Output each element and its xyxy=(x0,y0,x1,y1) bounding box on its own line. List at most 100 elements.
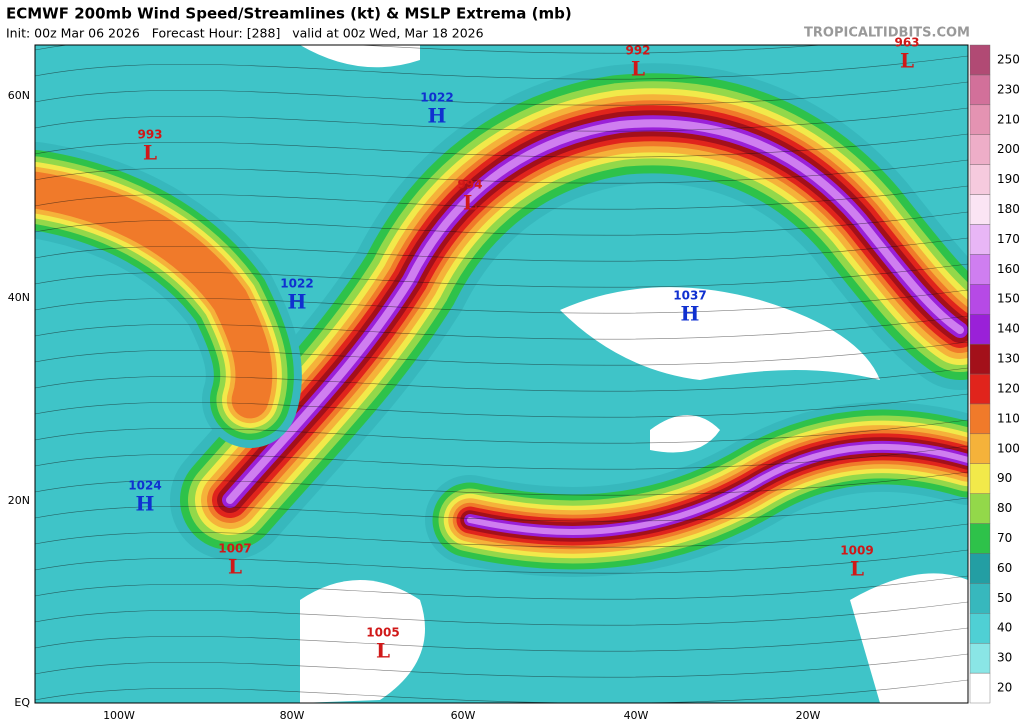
colorbar-label: 180 xyxy=(997,202,1020,216)
colorbar-swatch xyxy=(969,672,991,704)
colorbar-swatch xyxy=(969,523,991,554)
streamline xyxy=(35,45,826,54)
colorbar-label: 200 xyxy=(997,142,1020,156)
colorbar-label: 20 xyxy=(997,681,1012,695)
colorbar-swatch xyxy=(969,373,991,405)
colorbar-label: 250 xyxy=(997,52,1020,66)
streamline xyxy=(35,133,968,158)
lat-label: EQ xyxy=(14,696,30,709)
colorbar-label: 90 xyxy=(997,471,1012,485)
colorbar-label: 230 xyxy=(997,82,1020,96)
site-name: TROPICALTIDBITS.COM xyxy=(804,26,970,41)
streamline xyxy=(35,575,968,600)
streamline xyxy=(35,497,968,522)
pressure-value: 1037 xyxy=(673,289,706,303)
pressure-value: 993 xyxy=(137,128,162,142)
colorbar-label: 40 xyxy=(997,621,1012,635)
streamline xyxy=(35,393,968,418)
colorbar-label: 100 xyxy=(997,441,1020,455)
streamline xyxy=(35,289,968,314)
colorbar-swatch xyxy=(969,403,991,435)
pressure-value: 1009 xyxy=(840,544,873,558)
colorbar-label: 190 xyxy=(997,172,1020,186)
colorbar-label: 70 xyxy=(997,531,1012,545)
colorbar-label: 80 xyxy=(997,501,1012,515)
streamline xyxy=(35,263,968,288)
calm-area xyxy=(300,580,425,703)
jet-band xyxy=(35,171,273,419)
map-border xyxy=(34,44,969,704)
streamline xyxy=(35,159,968,184)
colorbar-swatch xyxy=(969,44,991,76)
streamline xyxy=(35,679,968,703)
streamline xyxy=(35,367,968,392)
streamline xyxy=(35,107,968,132)
colorbar-swatch xyxy=(969,134,991,165)
streamline xyxy=(35,81,968,106)
streamline xyxy=(35,523,968,548)
pressure-kind: L xyxy=(143,141,157,165)
subtitle: Init: 00z Mar 06 2026 Forecast Hour: [28… xyxy=(6,26,484,41)
jets xyxy=(35,63,968,577)
streamline xyxy=(35,601,968,626)
colorbar-swatch xyxy=(969,613,991,644)
lon-label: 100W xyxy=(103,709,135,722)
colorbar-label: 60 xyxy=(997,561,1012,575)
colorbar-swatch xyxy=(969,642,991,674)
colorbar-label: 170 xyxy=(997,232,1020,246)
colorbar-label: 160 xyxy=(997,262,1020,276)
colorbar-swatch xyxy=(969,343,991,375)
colorbar-label: 150 xyxy=(997,292,1020,306)
jet-band xyxy=(467,443,968,535)
pressure-value: 992 xyxy=(625,44,650,58)
pressure-kind: L xyxy=(228,555,242,579)
colorbar-swatch xyxy=(969,583,991,614)
colorbar-swatch xyxy=(969,194,991,225)
streamline xyxy=(35,471,968,496)
streamline xyxy=(35,211,968,236)
colorbar-swatch xyxy=(969,164,991,195)
colorbar-label: 130 xyxy=(997,352,1020,366)
pressure-value: 1022 xyxy=(280,277,313,291)
colorbar-label: 50 xyxy=(997,591,1012,605)
streamlines xyxy=(35,45,968,703)
jet-band xyxy=(226,119,964,504)
colorbar-swatch xyxy=(969,493,991,524)
lat-label: 60N xyxy=(8,89,30,102)
pressure-kind: H xyxy=(288,290,307,314)
colorbar-label: 140 xyxy=(997,322,1020,336)
colorbar-label: 30 xyxy=(997,651,1012,665)
pressure-value: 994 xyxy=(457,178,482,192)
colorbar-swatch xyxy=(969,284,991,315)
streamline xyxy=(35,55,968,80)
calm-area xyxy=(300,45,420,68)
pressure-value: 1005 xyxy=(366,626,399,640)
pressure-kind: L xyxy=(631,57,645,81)
calm-area xyxy=(560,287,880,380)
colorbar-swatch xyxy=(969,74,991,106)
colorbar-label: 210 xyxy=(997,112,1020,126)
pressure-kind: H xyxy=(681,302,700,326)
colorbar-swatch xyxy=(969,463,991,494)
lon-label: 80W xyxy=(280,709,305,722)
colorbar-swatch xyxy=(969,433,991,464)
pressure-kind: H xyxy=(428,104,447,128)
streamline xyxy=(35,419,968,444)
streamline xyxy=(35,549,968,574)
streamline xyxy=(35,445,968,470)
colorbar-swatch xyxy=(969,553,991,584)
streamline xyxy=(35,315,968,340)
pressure-value: 1022 xyxy=(420,91,453,105)
streamline xyxy=(35,627,968,652)
colorbar-swatch xyxy=(969,224,991,255)
pressure-kind: L xyxy=(463,191,477,215)
colorbar-swatch xyxy=(969,313,991,345)
streamline xyxy=(35,653,968,678)
pressure-kind: L xyxy=(900,49,914,73)
lon-label: 20W xyxy=(796,709,821,722)
title: ECMWF 200mb Wind Speed/Streamlines (kt) … xyxy=(6,5,572,23)
pressure-kind: L xyxy=(850,557,864,581)
colorbar-label: 110 xyxy=(997,411,1020,425)
